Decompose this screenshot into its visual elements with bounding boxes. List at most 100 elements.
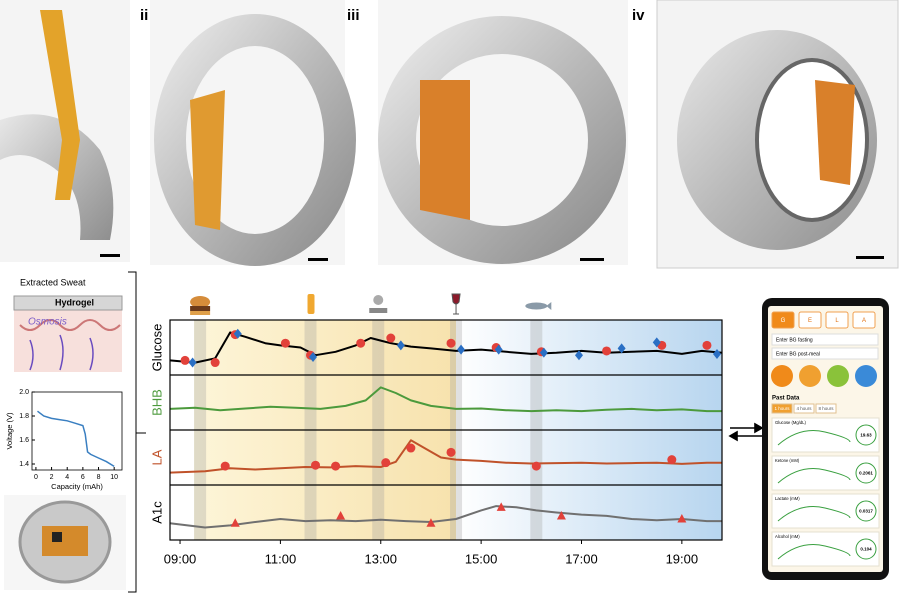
icon-part	[190, 306, 211, 311]
card-label: Glucose (Mg/dL)	[775, 420, 807, 425]
tab-button	[798, 311, 822, 329]
track-label: A1c	[149, 501, 164, 524]
x-tick-label: 11:00	[265, 551, 297, 566]
x-tick-label: 15:00	[465, 551, 498, 566]
event-icon	[369, 295, 388, 313]
reading-badge	[855, 424, 877, 446]
icon-part	[369, 308, 388, 313]
x-tick-label: 17:00	[565, 551, 598, 566]
tab-label: G	[781, 318, 786, 324]
osmosis-label: Osmosis	[28, 317, 67, 328]
marker	[280, 338, 290, 348]
card-label: Lactate (mM)	[775, 496, 800, 501]
range-button	[815, 403, 837, 414]
card-reading: 0.0317	[859, 509, 873, 514]
marker	[331, 461, 341, 471]
marker	[309, 351, 318, 362]
x-tick-label: 13:00	[364, 551, 397, 566]
panel-label: iii	[347, 7, 360, 24]
mini-curve	[777, 430, 851, 446]
hydrogel-label: Hydrogel	[55, 297, 94, 307]
marker	[457, 344, 466, 355]
x-axis-label: Capacity (mAh)	[51, 482, 103, 491]
range-label: 8 hours	[818, 406, 834, 411]
event-icon	[451, 293, 461, 315]
marker	[702, 340, 712, 350]
x-tick-label: 09:00	[164, 551, 197, 566]
marker	[496, 502, 506, 511]
y-axis-label: Voltage (V)	[5, 412, 14, 450]
reading-dot	[827, 365, 849, 387]
icon-part	[307, 294, 315, 314]
event-icon	[307, 294, 315, 314]
plot-frame	[31, 391, 123, 471]
marker	[494, 344, 503, 355]
plot-frame	[169, 319, 723, 541]
photo-panels	[0, 0, 899, 269]
marker	[712, 348, 721, 359]
tab-label: E	[808, 318, 812, 324]
marker	[446, 447, 456, 457]
card-reading: 0.2061	[859, 471, 873, 476]
panel-label: ii	[140, 7, 148, 24]
range-label: 4 hours	[796, 406, 812, 411]
marker	[386, 333, 396, 343]
tab-button	[852, 311, 876, 329]
range-label: 1 hours	[774, 406, 790, 411]
marker	[677, 513, 687, 523]
marker	[210, 358, 220, 368]
marker	[233, 328, 242, 339]
marker	[220, 461, 230, 471]
x-tick-label: 19:00	[666, 551, 699, 566]
range-button	[771, 403, 793, 414]
sweat-label: Extracted Sweat	[20, 277, 86, 287]
input-label: Enter BG fasting	[776, 337, 813, 343]
mini-curve	[777, 506, 851, 522]
mini-curve	[777, 468, 851, 484]
marker	[617, 343, 626, 354]
marker	[188, 357, 197, 368]
icon-part	[373, 295, 384, 305]
icon-part	[546, 302, 552, 310]
card-label: Ketone (mM)	[775, 458, 800, 463]
icon-part	[190, 296, 211, 308]
marker	[381, 458, 391, 468]
marker	[531, 461, 541, 471]
icon-part	[190, 311, 211, 315]
marker	[230, 518, 240, 527]
marker	[311, 460, 321, 470]
marker	[446, 338, 456, 348]
phone: G E L A Enter BG fasting Enter BG post-meal Pa…	[762, 298, 889, 580]
y-tick-label: 2.0	[19, 389, 29, 396]
x-tick-label: 10	[110, 474, 118, 481]
event-icon	[190, 296, 211, 315]
section-title: Past Data	[772, 396, 800, 402]
x-tick-label: 0	[34, 474, 38, 481]
x-tick-label: 2	[50, 474, 54, 481]
y-tick-label: 1.8	[19, 413, 29, 420]
event-icon	[525, 302, 552, 310]
track-line	[169, 439, 722, 474]
track-line	[169, 386, 722, 413]
panel-labels: ii iii iv	[140, 7, 645, 24]
x-tick-label: 6	[81, 474, 85, 481]
reading-badge	[855, 500, 877, 522]
range-button	[793, 403, 815, 414]
marker	[574, 350, 583, 361]
reading-dot	[799, 365, 821, 387]
marker	[667, 455, 677, 465]
icon-part	[525, 302, 548, 310]
reading-badge	[855, 538, 877, 560]
card-reading: 0.104	[860, 547, 872, 552]
mini-curve	[777, 544, 851, 560]
track-label: LA	[149, 449, 164, 465]
input-box	[771, 333, 879, 346]
track-label: BHB	[149, 389, 164, 416]
marker	[356, 338, 366, 348]
track-line	[169, 331, 723, 364]
tab-button	[825, 311, 849, 329]
marker	[652, 337, 661, 348]
sync-arrows	[728, 422, 764, 442]
reading-badge	[855, 462, 877, 484]
